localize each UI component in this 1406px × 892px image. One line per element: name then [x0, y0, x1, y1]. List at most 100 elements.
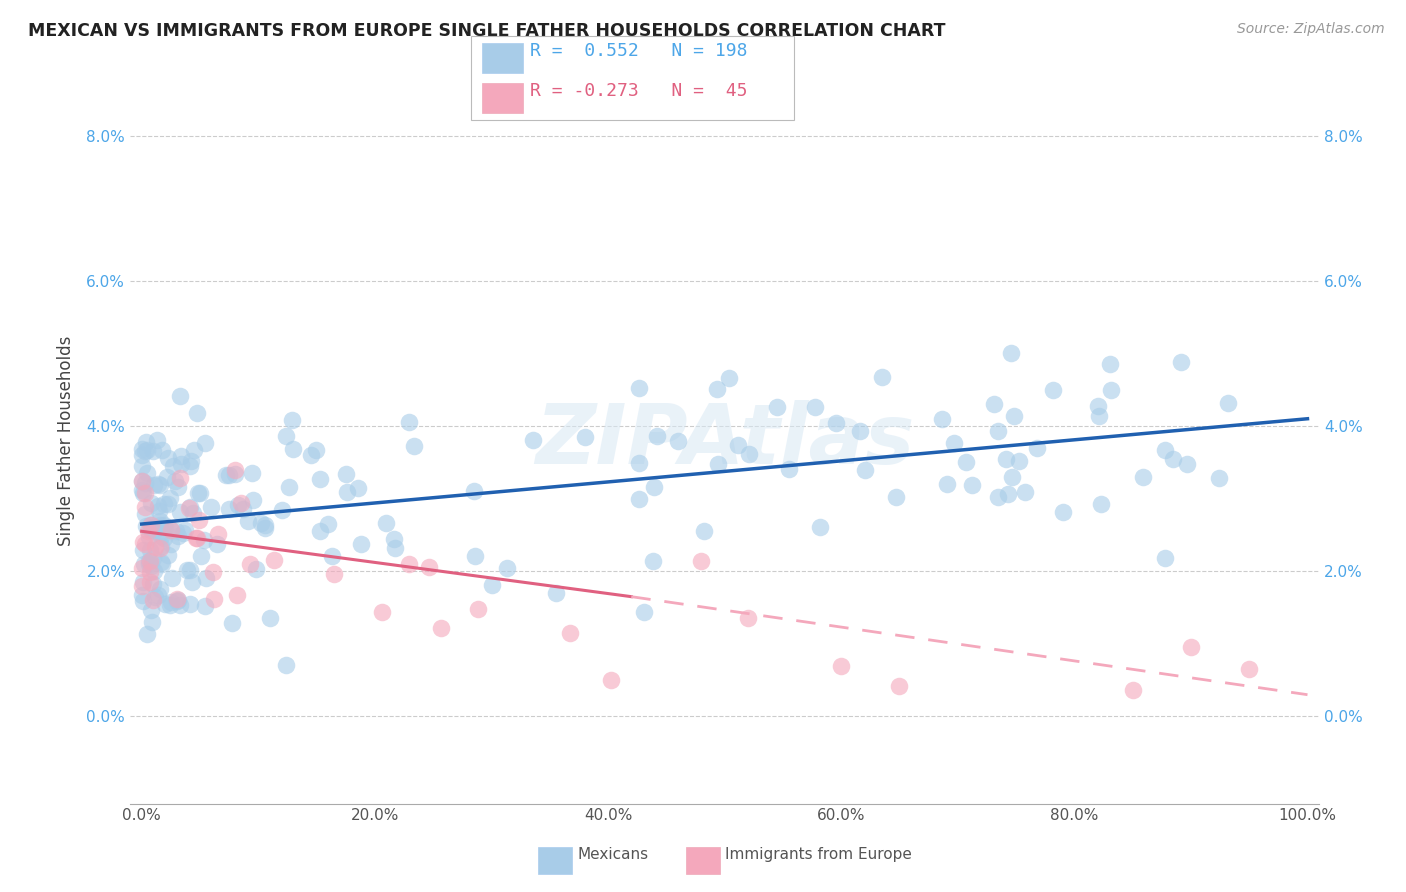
- Point: [467, 602, 489, 616]
- Point: [274, 658, 297, 673]
- Point: [187, 485, 209, 500]
- Point: [245, 562, 267, 576]
- Point: [167, 593, 190, 607]
- Point: [148, 504, 170, 518]
- Point: [382, 532, 405, 546]
- Point: [160, 570, 183, 584]
- Point: [987, 424, 1010, 438]
- Point: [236, 514, 259, 528]
- Point: [641, 554, 664, 568]
- Point: [1153, 443, 1175, 458]
- Point: [167, 480, 190, 494]
- Point: [169, 389, 191, 403]
- Point: [183, 442, 205, 457]
- Point: [335, 467, 357, 482]
- Point: [146, 500, 169, 514]
- Point: [138, 557, 160, 571]
- Point: [138, 554, 160, 568]
- Point: [139, 523, 162, 537]
- Point: [132, 543, 155, 558]
- Point: [404, 439, 426, 453]
- Point: [169, 504, 191, 518]
- Point: [464, 549, 486, 564]
- Point: [240, 467, 263, 481]
- Point: [599, 673, 621, 687]
- Point: [138, 575, 160, 590]
- Point: [1122, 683, 1144, 698]
- Point: [187, 513, 209, 527]
- Point: [281, 442, 304, 456]
- Point: [149, 477, 172, 491]
- Point: [627, 381, 650, 395]
- Point: [270, 503, 292, 517]
- Point: [1237, 662, 1260, 676]
- Point: [398, 416, 420, 430]
- Point: [131, 578, 153, 592]
- Point: [350, 536, 373, 550]
- Point: [134, 507, 156, 521]
- Point: [138, 530, 160, 544]
- Point: [718, 370, 741, 384]
- Point: [983, 397, 1005, 411]
- Point: [148, 541, 170, 555]
- Point: [134, 537, 156, 551]
- Point: [1008, 454, 1031, 468]
- Point: [853, 462, 876, 476]
- Point: [263, 553, 285, 567]
- Point: [134, 500, 156, 514]
- Point: [156, 469, 179, 483]
- Point: [169, 471, 191, 485]
- Point: [218, 501, 240, 516]
- Point: [179, 458, 201, 473]
- Point: [131, 561, 153, 575]
- Point: [186, 532, 208, 546]
- Point: [994, 451, 1017, 466]
- Point: [132, 574, 155, 589]
- Point: [143, 590, 166, 604]
- Point: [522, 433, 544, 447]
- Point: [430, 621, 453, 635]
- Point: [481, 577, 503, 591]
- Point: [224, 467, 246, 481]
- Point: [1087, 399, 1109, 413]
- Point: [142, 564, 165, 578]
- Point: [281, 413, 304, 427]
- Point: [207, 537, 229, 551]
- Point: [371, 605, 394, 619]
- Point: [146, 477, 169, 491]
- Point: [666, 434, 689, 449]
- Point: [384, 541, 406, 555]
- Point: [249, 516, 271, 530]
- Point: [177, 501, 200, 516]
- Point: [825, 417, 848, 431]
- Point: [142, 551, 165, 566]
- Point: [1161, 451, 1184, 466]
- Point: [166, 593, 188, 607]
- Point: [179, 563, 201, 577]
- Point: [221, 615, 243, 630]
- Point: [167, 529, 190, 543]
- Point: [139, 496, 162, 510]
- Point: [309, 524, 332, 538]
- Point: [955, 455, 977, 469]
- Point: [808, 520, 831, 534]
- Text: R =  0.552   N = 198: R = 0.552 N = 198: [530, 42, 748, 60]
- Point: [201, 566, 224, 580]
- Point: [135, 519, 157, 533]
- Point: [848, 424, 870, 438]
- Point: [321, 549, 343, 563]
- Point: [135, 434, 157, 449]
- Point: [1002, 409, 1025, 423]
- Point: [1042, 383, 1064, 397]
- Point: [239, 557, 262, 571]
- Point: [131, 442, 153, 456]
- Point: [737, 611, 759, 625]
- Text: Source: ZipAtlas.com: Source: ZipAtlas.com: [1237, 22, 1385, 37]
- Point: [136, 626, 159, 640]
- Point: [162, 458, 184, 473]
- Point: [135, 467, 157, 481]
- Point: [628, 456, 651, 470]
- Point: [139, 517, 162, 532]
- Point: [224, 463, 246, 477]
- Point: [1099, 384, 1122, 398]
